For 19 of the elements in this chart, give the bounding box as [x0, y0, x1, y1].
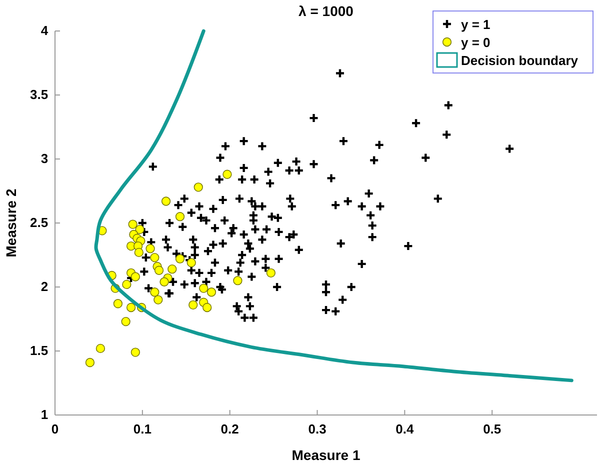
x-tick-label: 0.5: [483, 422, 502, 437]
chart-title: λ = 1000: [298, 3, 354, 19]
y-tick-label: 2: [40, 279, 48, 294]
y-tick-label: 2.5: [30, 215, 48, 230]
y-tick-label: 1: [40, 407, 48, 422]
x-tick-label: 0.4: [396, 422, 414, 437]
y-tick-label: 4: [40, 23, 49, 38]
y-axis-title: Measure 2: [3, 188, 19, 258]
y-tick-label: 3.5: [30, 87, 48, 102]
x-tick-label: 0.3: [308, 422, 326, 437]
legend-label: Decision boundary: [461, 53, 579, 68]
x-tick-label: 0.1: [133, 422, 152, 437]
legend-label: y = 0: [461, 35, 490, 50]
x-tick-label: 0.2: [220, 422, 239, 437]
legend-label: y = 1: [461, 17, 490, 32]
y-tick-label: 1.5: [30, 343, 48, 358]
x-axis-title: Measure 1: [292, 447, 360, 463]
y-tick-label: 3: [40, 151, 48, 166]
x-tick-label: 0: [51, 422, 59, 437]
